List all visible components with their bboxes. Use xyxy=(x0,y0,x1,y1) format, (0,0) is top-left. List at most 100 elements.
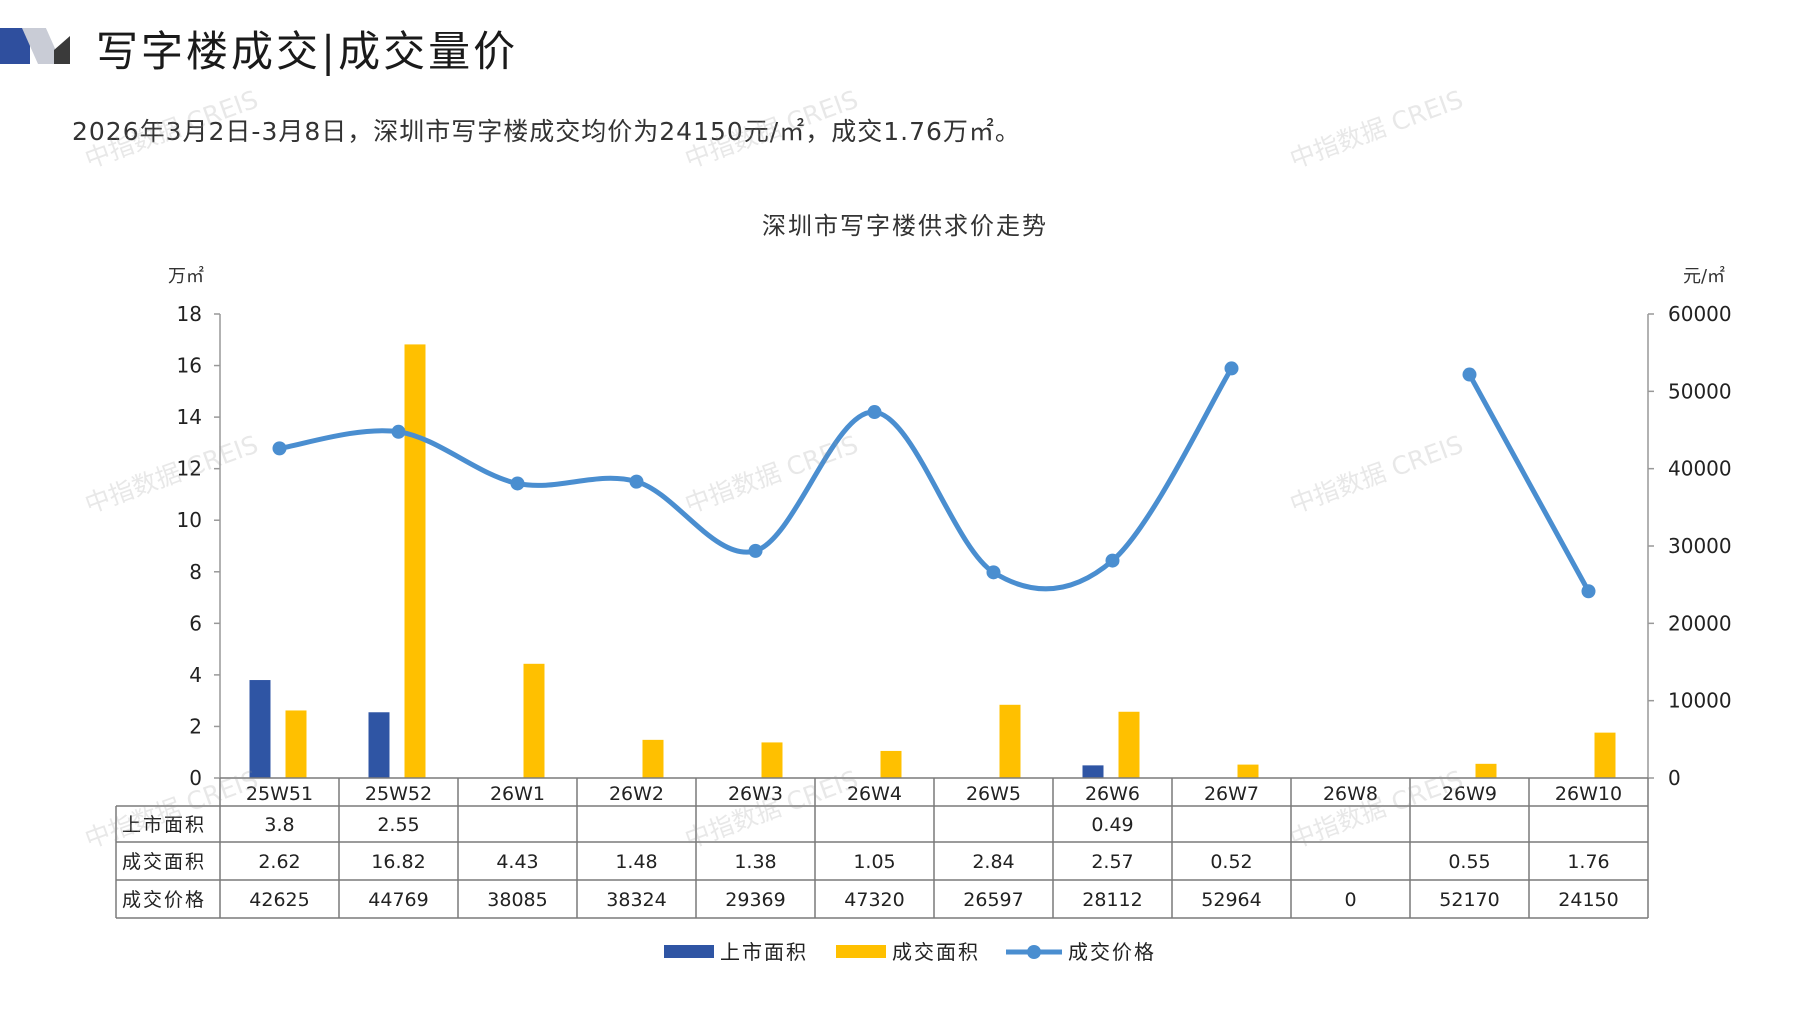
x-tick-label: 26W9 xyxy=(1442,783,1497,805)
data-label: 4.43 xyxy=(496,851,538,873)
deal-area-bar xyxy=(999,704,1021,778)
legend-label: 成交价格 xyxy=(1068,940,1156,964)
y-right-tick-label: 10000 xyxy=(1668,689,1732,713)
price-point xyxy=(867,405,882,420)
x-tick-label: 26W5 xyxy=(966,783,1021,805)
y-left-tick-label: 8 xyxy=(189,560,202,584)
chart-title: 深圳市写字楼供求价走势 xyxy=(762,212,1048,240)
data-label: 38324 xyxy=(606,889,666,911)
y-left-tick-label: 16 xyxy=(177,354,202,378)
y-left-tick-label: 6 xyxy=(189,611,202,635)
x-tick-label: 26W2 xyxy=(609,783,664,805)
x-tick-label: 26W8 xyxy=(1323,783,1378,805)
deal-area-bar xyxy=(761,742,783,778)
y-left-tick-label: 4 xyxy=(189,663,202,687)
data-label: 42625 xyxy=(249,889,309,911)
data-label: 3.8 xyxy=(264,814,294,836)
legend-label: 成交面积 xyxy=(892,940,980,964)
price-point xyxy=(986,565,1001,580)
header-decoration xyxy=(0,28,70,64)
x-tick-label: 25W52 xyxy=(365,783,432,805)
data-label: 26597 xyxy=(963,889,1023,911)
y-right-tick-label: 40000 xyxy=(1668,457,1732,481)
price-point xyxy=(391,424,406,439)
deal-area-bar xyxy=(1594,732,1616,778)
price-point xyxy=(629,474,644,489)
table-series-name: 成交面积 xyxy=(122,851,206,873)
page-title: 写字楼成交|成交量价 xyxy=(96,27,519,76)
data-label: 2.55 xyxy=(377,814,419,836)
data-label: 0 xyxy=(1344,889,1356,911)
data-label: 1.38 xyxy=(734,851,776,873)
bars xyxy=(249,344,1616,778)
data-label: 16.82 xyxy=(371,851,425,873)
y-left-tick-label: 0 xyxy=(189,766,202,790)
x-tick-label: 26W3 xyxy=(728,783,783,805)
legend-swatch-marker xyxy=(1027,945,1041,959)
price-point xyxy=(510,476,525,491)
price-line-segment xyxy=(277,365,1234,592)
deal-area-bar xyxy=(642,739,664,778)
deal-area-bar xyxy=(1475,763,1497,778)
data-label: 29369 xyxy=(725,889,785,911)
data-label: 47320 xyxy=(844,889,904,911)
data-label: 38085 xyxy=(487,889,547,911)
deal-area-bar xyxy=(1237,764,1259,778)
axes: 0 2 4 6 8 10 12 14 16 18 0 10000 20000 30000 40000 5000… xyxy=(177,302,1732,790)
x-tick-label: 26W6 xyxy=(1085,783,1140,805)
x-tick-label: 26W10 xyxy=(1555,783,1622,805)
x-tick-label: 25W51 xyxy=(246,783,313,805)
data-label: 24150 xyxy=(1558,889,1618,911)
listing-area-bar xyxy=(1082,765,1104,778)
data-label: 1.48 xyxy=(615,851,657,873)
data-label: 0.49 xyxy=(1091,814,1133,836)
deal-area-bar xyxy=(880,750,902,778)
page-subtitle: 2026年3月2日-3月8日，深圳市写字楼成交均价为24150元/㎡，成交1.7… xyxy=(72,117,1021,146)
data-label: 28112 xyxy=(1082,889,1142,911)
listing-area-bar xyxy=(249,680,271,778)
price-point xyxy=(272,441,287,456)
legend-swatch xyxy=(836,945,886,958)
x-tick-label: 26W7 xyxy=(1204,783,1259,805)
y-left-tick-label: 14 xyxy=(177,405,202,429)
data-label: 0.55 xyxy=(1448,851,1490,873)
deal-area-bar xyxy=(523,663,545,778)
data-table: 25W51 25W52 26W1 26W2 26W3 26W4 26W5 26W6 26W7 26… xyxy=(115,777,1649,919)
price-line xyxy=(272,361,1596,599)
y-right-tick-label: 30000 xyxy=(1668,534,1732,558)
data-label: 52170 xyxy=(1439,889,1499,911)
deal-area-bar xyxy=(285,710,307,778)
y-left-tick-label: 10 xyxy=(177,508,202,532)
data-label: 52964 xyxy=(1201,889,1261,911)
deal-area-bar xyxy=(1118,711,1140,778)
y-right-unit: 元/㎡ xyxy=(1683,265,1725,287)
price-point xyxy=(1462,367,1477,382)
y-right-tick-label: 20000 xyxy=(1668,611,1732,635)
y-right-tick-label: 50000 xyxy=(1668,379,1732,403)
price-point xyxy=(748,543,763,558)
price-line-segment xyxy=(1467,372,1591,594)
data-label: 2.84 xyxy=(972,851,1014,873)
y-right-tick-label: 60000 xyxy=(1668,302,1732,326)
y-left-unit: 万㎡ xyxy=(168,265,204,287)
data-label: 0.52 xyxy=(1210,851,1252,873)
y-left-tick-label: 2 xyxy=(189,714,202,738)
data-label: 1.76 xyxy=(1567,851,1609,873)
legend: 上市面积 成交面积 成交价格 xyxy=(664,940,1156,964)
y-left-tick-label: 12 xyxy=(177,457,202,481)
data-label: 2.62 xyxy=(258,851,300,873)
y-right-tick-label: 0 xyxy=(1668,766,1681,790)
price-point xyxy=(1224,361,1239,376)
data-label: 44769 xyxy=(368,889,428,911)
listing-area-bar xyxy=(368,712,390,778)
legend-swatch xyxy=(664,945,714,958)
price-point xyxy=(1581,584,1596,599)
x-tick-label: 26W1 xyxy=(490,783,545,805)
y-left-tick-label: 18 xyxy=(177,302,202,326)
data-label: 1.05 xyxy=(853,851,895,873)
legend-label: 上市面积 xyxy=(720,940,808,964)
table-series-name: 上市面积 xyxy=(122,814,206,836)
data-label: 2.57 xyxy=(1091,851,1133,873)
x-tick-label: 26W4 xyxy=(847,783,902,805)
